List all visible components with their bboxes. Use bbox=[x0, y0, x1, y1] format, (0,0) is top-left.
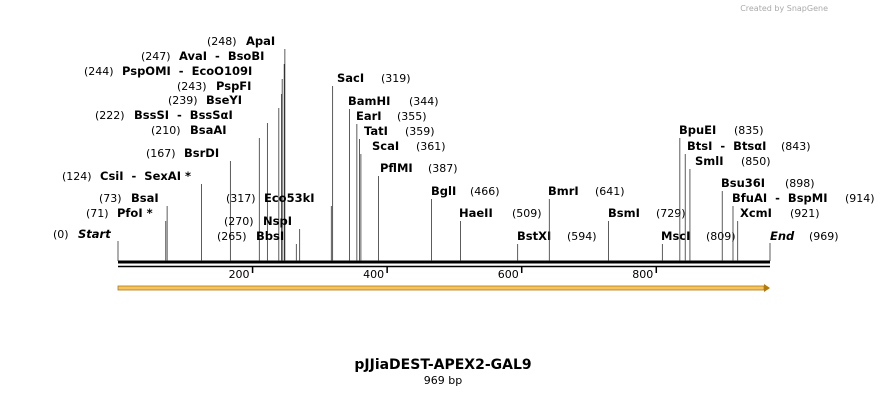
site-name: ApaI bbox=[246, 34, 275, 48]
site-position: (344) bbox=[409, 95, 439, 108]
site-position: (898) bbox=[785, 177, 815, 190]
site-position: (239) bbox=[168, 94, 198, 107]
site-position: (359) bbox=[405, 125, 435, 138]
site-position: (124) bbox=[62, 170, 92, 183]
site-name: PflMI bbox=[380, 161, 413, 175]
site-name: BfuAI - BspMI bbox=[732, 191, 828, 205]
site-name: BtsI - BtsαI bbox=[687, 139, 766, 153]
site-name: MscI bbox=[661, 229, 690, 243]
site-name: BamHI bbox=[348, 94, 390, 108]
site-position: (914) bbox=[845, 192, 875, 205]
site-name: PfoI * bbox=[117, 206, 153, 220]
ruler-tick-label: 600 bbox=[498, 268, 519, 281]
site-name: Start bbox=[78, 227, 111, 241]
map-title: pJJiaDEST-APEX2-GAL9 bbox=[354, 357, 531, 373]
site-name: BglI bbox=[431, 184, 456, 198]
site-position: (729) bbox=[656, 207, 686, 220]
feature-arrow bbox=[117, 285, 765, 291]
site-name: SacI bbox=[337, 71, 364, 85]
site-position: (921) bbox=[790, 207, 820, 220]
site-position: (319) bbox=[381, 72, 411, 85]
site-position: (509) bbox=[512, 207, 542, 220]
site-position: (835) bbox=[734, 124, 764, 137]
site-name: BssSI - BssSαI bbox=[134, 108, 233, 122]
site-position: (466) bbox=[470, 185, 500, 198]
length-label: 969 bp bbox=[424, 374, 462, 387]
site-position: (244) bbox=[84, 65, 114, 78]
site-name: XcmI bbox=[740, 206, 772, 220]
site-name: BsrDI bbox=[184, 146, 219, 160]
site-position: (243) bbox=[177, 80, 207, 93]
site-position: (843) bbox=[781, 140, 811, 153]
site-position: (265) bbox=[217, 230, 247, 243]
site-position: (73) bbox=[99, 192, 122, 205]
site-name: BsmI bbox=[608, 206, 640, 220]
site-name: EarI bbox=[356, 109, 382, 123]
site-position: (969) bbox=[809, 230, 839, 243]
site-position: (270) bbox=[224, 215, 254, 228]
site-name: BstXI bbox=[517, 229, 551, 243]
site-name: BsaAI bbox=[190, 123, 227, 137]
site-position: (594) bbox=[567, 230, 597, 243]
site-position: (167) bbox=[146, 147, 176, 160]
site-name: ScaI bbox=[372, 139, 399, 153]
site-name: Bsu36I bbox=[721, 176, 765, 190]
ruler-tick-label: 400 bbox=[363, 268, 384, 281]
site-position: (387) bbox=[428, 162, 458, 175]
site-name: HaeII bbox=[459, 206, 493, 220]
site-name: Eco53kI bbox=[264, 191, 315, 205]
site-position: (641) bbox=[595, 185, 625, 198]
site-name: NspI bbox=[263, 214, 292, 228]
site-name: BseYI bbox=[206, 93, 242, 107]
ruler-tick-label: 200 bbox=[229, 268, 250, 281]
site-name: SmlI bbox=[695, 154, 724, 168]
watermark: Created by SnapGene bbox=[740, 4, 828, 13]
site-name: BbsI bbox=[256, 229, 284, 243]
site-position: (248) bbox=[207, 35, 237, 48]
site-name: AvaI - BsoBI bbox=[179, 49, 264, 63]
site-position: (247) bbox=[141, 50, 171, 63]
site-position: (71) bbox=[86, 207, 109, 220]
ruler-tick-label: 800 bbox=[632, 268, 653, 281]
site-name: BpuEI bbox=[679, 123, 716, 137]
site-position: (317) bbox=[226, 192, 256, 205]
site-name: CsiI - SexAI * bbox=[100, 169, 191, 183]
site-name: BmrI bbox=[548, 184, 579, 198]
site-name: TatI bbox=[364, 124, 388, 138]
site-position: (809) bbox=[706, 230, 736, 243]
site-position: (210) bbox=[151, 124, 181, 137]
feature-arrow-head bbox=[764, 284, 770, 292]
site-position: (361) bbox=[416, 140, 446, 153]
site-name: End bbox=[770, 229, 795, 243]
site-position: (850) bbox=[741, 155, 771, 168]
site-position: (355) bbox=[397, 110, 427, 123]
site-position: (222) bbox=[95, 109, 125, 122]
site-name: BsaI bbox=[131, 191, 159, 205]
site-position: (0) bbox=[53, 228, 69, 241]
site-name: PspFI bbox=[216, 79, 251, 93]
site-name: PspOMI - EcoO109I bbox=[122, 64, 252, 78]
